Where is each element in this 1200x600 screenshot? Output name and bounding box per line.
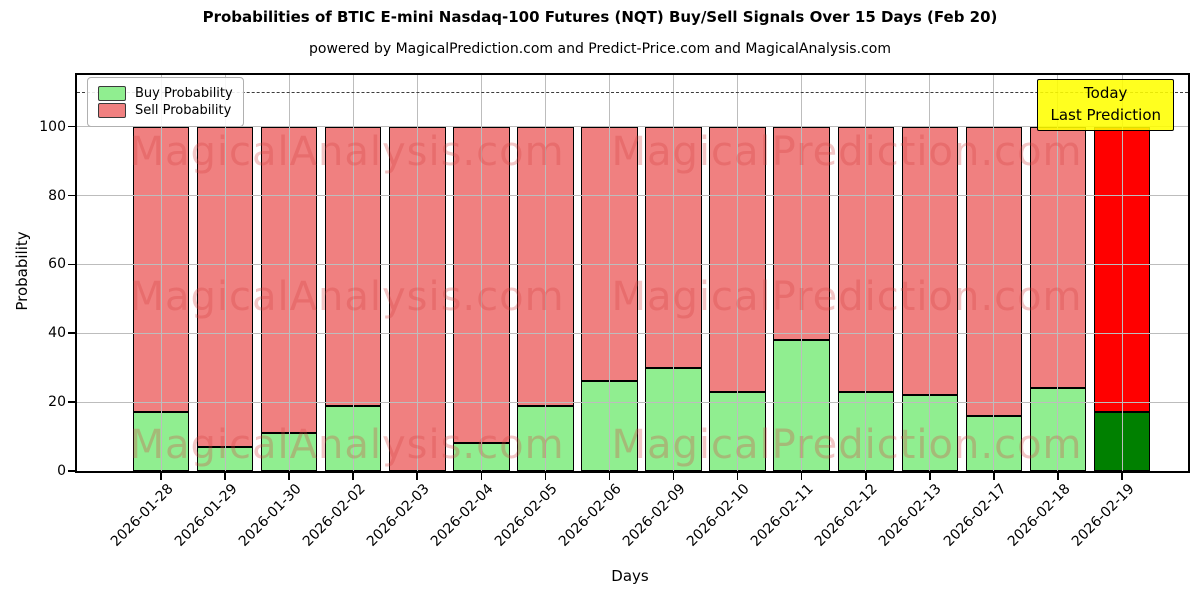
- x-tick-label-2026-02-05: 2026-02-05: [491, 481, 561, 550]
- x-tick-label-2026-02-17: 2026-02-17: [940, 481, 1010, 550]
- x-tick-label-2026-02-03: 2026-02-03: [363, 481, 433, 550]
- h-gridline-100: [77, 126, 1188, 128]
- v-gridline-2026-01-28: [160, 75, 162, 471]
- v-gridline-2026-02-13: [929, 75, 931, 471]
- y-tick-mark-80: [68, 194, 75, 197]
- plot-area: Buy Probability Sell Probability Today L…: [39, 73, 1190, 550]
- today-annotation-line2: Last Prediction: [1050, 105, 1161, 124]
- h-gridline-80: [77, 195, 1188, 197]
- x-tick-label-2026-02-18: 2026-02-18: [1004, 481, 1074, 550]
- legend-label-buy: Buy Probability: [135, 86, 233, 101]
- x-tick-mark-2026-02-13: [929, 473, 931, 480]
- x-tick-label-2026-02-11: 2026-02-11: [748, 481, 818, 550]
- watermark-right-row2: MagicalPrediction.com: [611, 274, 1083, 320]
- x-tick-mark-2026-02-03: [416, 473, 419, 480]
- v-gridline-2026-02-02: [352, 75, 354, 471]
- x-tick-mark-2026-02-18: [1057, 473, 1059, 480]
- h-gridline-20: [77, 401, 1188, 403]
- x-tick-mark-2026-02-05: [544, 473, 547, 480]
- v-gridline-2026-02-03: [416, 75, 418, 471]
- watermark-right-row1: MagicalPrediction.com: [611, 129, 1083, 175]
- x-tick-mark-2026-02-04: [480, 473, 483, 480]
- v-gridline-2026-02-18: [1057, 75, 1059, 471]
- chart-title: Probabilities of BTIC E-mini Nasdaq-100 …: [202, 8, 998, 26]
- chart-subtitle: powered by MagicalPrediction.com and Pre…: [309, 41, 891, 57]
- v-gridline-2026-02-04: [480, 75, 482, 471]
- x-tick-mark-2026-01-28: [160, 473, 162, 480]
- today-annotation-box: Today Last Prediction: [1037, 79, 1174, 131]
- legend-item-sell: Sell Probability: [98, 103, 233, 118]
- x-tick-mark-2026-02-17: [993, 473, 995, 480]
- legend-item-buy: Buy Probability: [98, 86, 233, 101]
- x-tick-label-2026-01-28: 2026-01-28: [107, 481, 177, 550]
- x-tick-mark-2026-02-19: [1121, 473, 1123, 480]
- today-annotation-line1: Today: [1084, 84, 1128, 102]
- v-gridline-2026-02-19: [1121, 75, 1123, 471]
- x-tick-label-2026-02-10: 2026-02-10: [684, 481, 753, 550]
- x-tick-label-2026-02-12: 2026-02-12: [812, 481, 882, 550]
- v-gridline-2026-02-10: [737, 75, 739, 471]
- x-tick-label-2026-01-29: 2026-01-29: [171, 481, 241, 550]
- watermark-right-row3: MagicalPrediction.com: [611, 422, 1083, 468]
- y-tick-label-40: 40: [48, 325, 66, 342]
- y-tick-label-100: 100: [39, 118, 66, 135]
- watermark-left-row1: MagicalAnalysis.com: [129, 129, 565, 175]
- x-tick-mark-2026-02-12: [864, 473, 867, 480]
- x-tick-mark-2026-01-29: [224, 473, 226, 480]
- y-axis-label: Probability: [13, 231, 31, 311]
- x-tick-mark-2026-02-10: [736, 473, 739, 480]
- y-tick-mark-100: [68, 125, 75, 128]
- y-tick-label-0: 0: [57, 463, 66, 479]
- x-tick-label-2026-02-09: 2026-02-09: [620, 481, 689, 550]
- x-tick-mark-2026-02-11: [800, 473, 803, 480]
- x-tick-label-2026-02-02: 2026-02-02: [299, 481, 369, 550]
- x-tick-label-2026-02-13: 2026-02-13: [876, 481, 946, 550]
- v-gridline-2026-02-17: [993, 75, 995, 471]
- y-tick-label-20: 20: [48, 394, 66, 411]
- legend-label-sell: Sell Probability: [135, 103, 232, 118]
- h-gridline-60: [77, 263, 1188, 265]
- x-axis-label: Days: [611, 567, 649, 585]
- sell-swatch-icon: [98, 103, 126, 118]
- chart-legend: Buy Probability Sell Probability: [87, 77, 244, 127]
- x-tick-label-2026-02-06: 2026-02-06: [555, 481, 625, 550]
- buy-swatch-icon: [98, 86, 126, 101]
- x-tick-mark-2026-02-02: [352, 473, 354, 480]
- x-tick-mark-2026-01-30: [288, 473, 290, 480]
- v-gridline-2026-01-29: [224, 75, 226, 471]
- dashed-threshold-line: [77, 92, 1188, 94]
- x-tick-label-2026-01-30: 2026-01-30: [235, 481, 305, 550]
- v-gridline-2026-02-12: [865, 75, 867, 471]
- y-tick-mark-0: [68, 470, 75, 472]
- v-gridline-2026-02-05: [544, 75, 546, 471]
- watermark-left-row2: MagicalAnalysis.com: [129, 274, 565, 320]
- watermark-left-row3: MagicalAnalysis.com: [129, 422, 565, 468]
- v-gridline-2026-01-30: [288, 75, 290, 471]
- y-tick-mark-40: [68, 332, 75, 335]
- x-tick-label-2026-02-04: 2026-02-04: [427, 481, 497, 550]
- y-tick-mark-20: [68, 401, 75, 403]
- v-gridline-2026-02-09: [673, 75, 675, 471]
- y-tick-label-80: 80: [48, 187, 66, 204]
- x-tick-mark-2026-02-06: [608, 473, 611, 480]
- v-gridline-2026-02-06: [608, 75, 610, 471]
- x-tick-mark-2026-02-09: [672, 473, 675, 480]
- y-tick-mark-60: [68, 263, 75, 266]
- h-gridline-40: [77, 332, 1188, 334]
- v-gridline-2026-02-11: [801, 75, 803, 471]
- x-tick-label-2026-02-19: 2026-02-19: [1068, 481, 1138, 550]
- y-tick-label-60: 60: [48, 256, 66, 273]
